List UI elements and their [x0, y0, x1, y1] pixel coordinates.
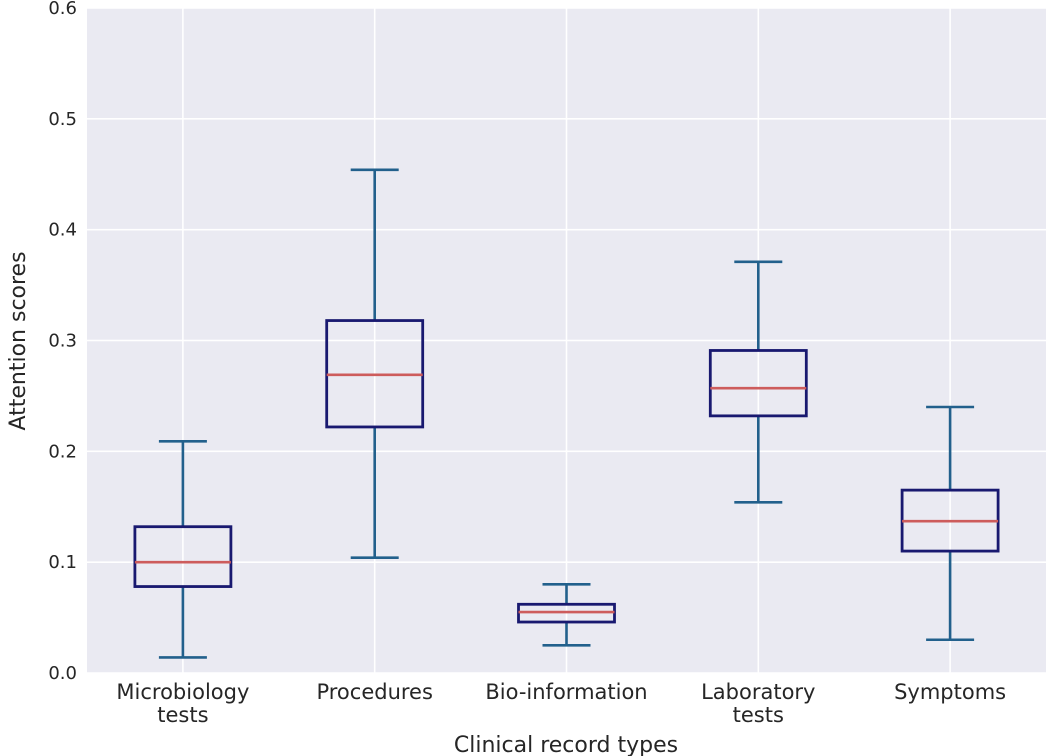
box-series — [133, 168, 1000, 659]
y-tick-label: 0.1 — [48, 552, 77, 573]
box-1 — [133, 440, 233, 659]
x-tick-label: Microbiology — [116, 680, 249, 704]
x-tick-label-line2: tests — [733, 703, 784, 727]
y-tick-label: 0.0 — [48, 663, 77, 684]
x-tick-label: Bio-information — [485, 680, 647, 704]
y-tick-label: 0.4 — [48, 220, 77, 241]
x-tick-label: Procedures — [316, 680, 432, 704]
y-axis-label: Attention scores — [6, 251, 31, 430]
y-tick-label: 0.2 — [48, 441, 77, 462]
box-5 — [900, 405, 1000, 642]
y-axis-ticks: 0.0 0.1 0.2 0.3 0.4 0.5 0.6 — [48, 0, 77, 684]
box-iqr — [708, 349, 808, 418]
x-tick-label-line2: tests — [157, 703, 208, 727]
y-tick-label: 0.5 — [48, 109, 77, 130]
box-2 — [325, 168, 425, 560]
box-iqr — [133, 525, 233, 588]
y-tick-label: 0.3 — [48, 331, 77, 352]
x-tick-label: Symptoms — [894, 680, 1006, 704]
box-3 — [517, 583, 616, 647]
x-axis-label: Clinical record types — [454, 733, 678, 756]
x-tick-label: Laboratory — [701, 680, 815, 704]
y-tick-label: 0.6 — [48, 0, 77, 19]
box-4 — [708, 260, 808, 504]
